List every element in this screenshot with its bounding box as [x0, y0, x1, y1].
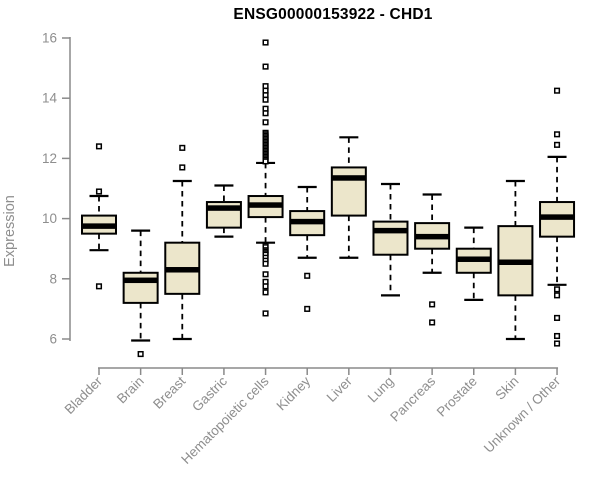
median-line	[290, 218, 325, 225]
outlier-point	[262, 39, 269, 46]
x-axis-tick-label: Breast	[150, 373, 188, 411]
outlier-point	[553, 292, 561, 299]
y-axis-tick-label: 12	[42, 151, 57, 166]
outlier-point	[179, 144, 186, 151]
boxplot-skin	[497, 179, 534, 341]
y-axis-tick-label: 8	[49, 271, 57, 286]
boxplot-bladder	[81, 143, 117, 290]
outlier-point	[429, 319, 436, 326]
x-axis-tick-label: Pancreas	[387, 373, 438, 424]
outlier-point	[95, 143, 103, 150]
x-axis-tick-label: Prostate	[434, 374, 480, 420]
median-line	[498, 259, 533, 265]
y-axis-tick-label: 10	[42, 211, 57, 226]
boxplot-brain	[122, 229, 159, 358]
y-axis-tick-label: 14	[42, 91, 58, 106]
outlier-point	[553, 332, 561, 340]
x-axis-tick-label: Unknown / Other	[481, 373, 564, 456]
median-line	[331, 175, 366, 181]
outlier-point	[553, 286, 561, 293]
y-axis-tick-label: 16	[42, 31, 57, 46]
x-axis-tick-label: Bladder	[62, 373, 106, 417]
chart-title: ENSG00000153922 - CHD1	[233, 6, 433, 23]
outlier-point	[304, 272, 311, 279]
y-axis: 6 8 10 12 14 16 Expression	[2, 31, 71, 347]
outlier-point	[262, 283, 269, 290]
boxplot-lung	[372, 182, 409, 297]
boxplot-liver	[330, 136, 367, 259]
median-line	[456, 256, 491, 262]
outlier-point	[262, 260, 269, 267]
x-axis-tick-label: Liver	[324, 373, 356, 405]
outlier-point	[553, 314, 561, 321]
outlier-point	[262, 158, 269, 165]
outlier-point	[553, 141, 561, 148]
boxplot-prostate	[455, 226, 492, 301]
boxplot-hematopoietic-cells	[247, 39, 284, 317]
outlier-point	[95, 283, 103, 290]
outlier-point	[262, 289, 269, 296]
outlier-point	[262, 119, 269, 126]
box-rect	[122, 271, 159, 304]
outlier-point	[137, 351, 144, 358]
median-line	[540, 214, 575, 220]
x-axis-tick-label: Skin	[492, 374, 521, 403]
x-axis-tick-label: Kidney	[274, 373, 314, 413]
box-rect	[372, 220, 409, 256]
boxplot-pancreas	[414, 193, 451, 326]
outlier-point	[553, 340, 561, 347]
boxplot-kidney	[289, 185, 326, 312]
median-line	[165, 267, 200, 273]
boxplot-unknown-other	[539, 87, 576, 347]
median-line	[82, 223, 116, 229]
outlier-point	[429, 301, 436, 308]
outlier-point	[262, 271, 269, 278]
x-axis-tick-label: Brain	[114, 374, 147, 407]
outlier-point	[262, 110, 269, 117]
boxplot-breast	[164, 144, 201, 341]
outlier-point	[553, 131, 561, 138]
median-line	[123, 277, 158, 284]
y-axis-tick-label: 6	[49, 332, 57, 347]
boxplot-gastric	[205, 184, 242, 238]
y-axis-title: Expression	[2, 195, 18, 267]
outlier-point	[262, 96, 269, 103]
outlier-point	[179, 164, 186, 171]
outlier-point	[553, 87, 561, 94]
median-line	[206, 205, 241, 211]
x-axis-tick-label: Lung	[365, 374, 397, 406]
outlier-point	[95, 188, 103, 195]
median-line	[248, 202, 283, 208]
outlier-point	[262, 310, 269, 317]
outlier-point	[262, 63, 269, 70]
outlier-point	[304, 305, 311, 312]
median-line	[415, 233, 450, 240]
x-axis-tick-label: Gastric	[189, 373, 230, 414]
median-line	[373, 227, 408, 234]
box-rect	[330, 166, 367, 217]
